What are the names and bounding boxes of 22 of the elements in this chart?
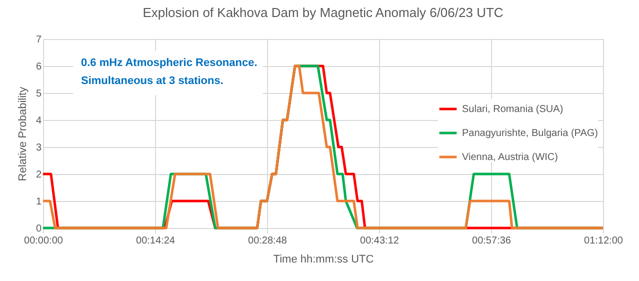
x-axis-title: Time hh:mm:ss UTC [273, 254, 374, 266]
x-tick-label: 00:57:36 [472, 236, 512, 246]
x-tick-label: 00:14:24 [136, 236, 176, 246]
y-tick-label: 6 [36, 62, 42, 72]
y-tick-label: 1 [36, 196, 42, 208]
legend-label: Vienna, Austria (WIC) [462, 152, 558, 163]
legend-label: Panagyurishte, Bulgaria (PAG) [462, 128, 598, 139]
x-tick-label: 00:00:00 [24, 236, 64, 246]
annotation: 0.6 mHz Atmospheric Resonance. [81, 57, 258, 69]
x-tick-label: 00:28:48 [248, 236, 288, 246]
y-tick-label: 2 [36, 170, 42, 180]
y-tick-label: 7 [36, 34, 42, 46]
legend-label: Sulari, Romania (SUA) [462, 104, 564, 115]
annotation: Simultaneous at 3 stations. [81, 75, 224, 87]
y-tick-label: 4 [36, 116, 42, 126]
x-tick-label: 00:43:12 [360, 236, 400, 246]
chart-title: Explosion of Kakhova Dam by Magnetic Anomaly 6/06/23 UTC [142, 5, 504, 20]
y-tick-label: 5 [36, 88, 42, 100]
y-axis-title: Relative Probability [16, 86, 29, 182]
x-tick-label: 01:12:00 [584, 236, 624, 246]
y-tick-label: 0 [36, 224, 42, 234]
y-tick-label: 3 [36, 142, 42, 154]
